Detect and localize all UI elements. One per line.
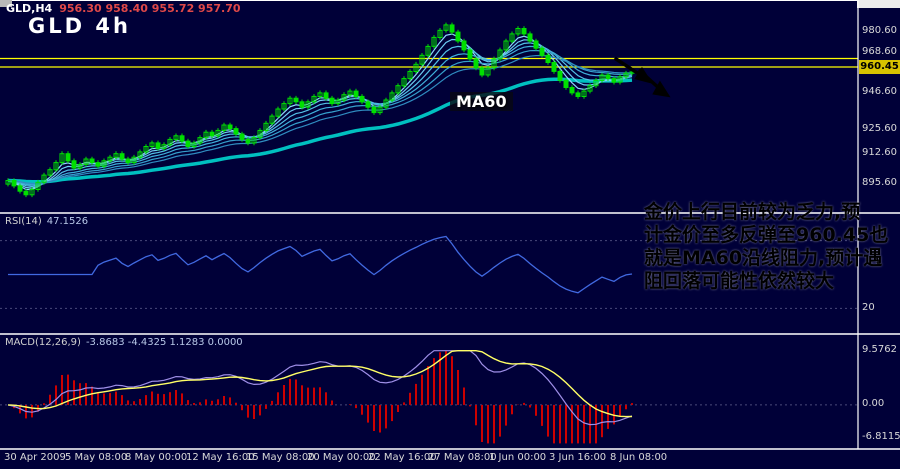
rsi-name: RSI(14) [5, 216, 42, 227]
macd-name: MACD(12,26,9) [5, 337, 81, 348]
time-axis-label: 8 Jun 08:00 [610, 452, 668, 463]
macd-axis-zero-label: 0.00 [862, 398, 885, 409]
annotation-line: 金价上行目前较为乏力,预 [644, 201, 861, 223]
price-axis-label: 912.60 [862, 147, 897, 158]
ohlc-values: 956.30 958.40 955.72 957.70 [59, 2, 241, 15]
analyst-annotation-text: 金价上行目前较为乏力,预 计金价至多反弹至960.45也 就是MA60沿线阻力,预计… [644, 201, 888, 293]
price-axis-label: 968.60 [862, 46, 897, 57]
time-axis-label: 20 May 00:00 [307, 452, 376, 463]
time-axis-label: 30 Apr 2009 [4, 452, 66, 463]
macd-axis-min-label: -6.8115 [862, 431, 900, 442]
time-axis-label: 3 Jun 16:00 [549, 452, 607, 463]
chart-watermark-label: GLD 4h [28, 14, 131, 38]
time-axis-label: 12 May 16:00 [186, 452, 255, 463]
time-axis-label: 8 May 00:00 [125, 452, 188, 463]
annotation-line: 就是MA60沿线阻力,预计遇 [644, 247, 883, 269]
price-axis-label: 980.60 [862, 25, 897, 36]
rsi-indicator-label: RSI(14) 47.1526 [5, 216, 88, 227]
time-axis-label: 15 May 08:00 [246, 452, 315, 463]
symbol-timeframe-label: GLD,H4 [6, 2, 53, 15]
time-axis-label: 27 May 08:00 [428, 452, 497, 463]
time-axis-label: 5 May 08:00 [65, 452, 128, 463]
macd-indicator-label: MACD(12,26,9) -3.8683 -4.4325 1.1283 0.00… [5, 337, 243, 348]
price-axis-label: 946.60 [862, 86, 897, 97]
rsi-value: 47.1526 [46, 216, 89, 227]
price-axis-label: 925.60 [862, 123, 897, 134]
ma60-annotation-label: MA60 [450, 92, 513, 111]
hand-drawn-arrows [614, 57, 671, 98]
annotation-line: 阻回落可能性依然较大 [644, 270, 835, 292]
annotation-line: 计金价至多反弹至960.45也 [644, 224, 889, 246]
macd-axis-max-label: 9.5762 [862, 344, 897, 355]
time-axis-label: 1 Jun 00:00 [489, 452, 547, 463]
rsi-level-label: 20 [862, 302, 875, 313]
price-axis-label: 895.60 [862, 177, 897, 188]
time-axis-label: 22 May 16:00 [368, 452, 437, 463]
chart-title: GLD,H4 956.30 958.40 955.72 957.70 [6, 2, 241, 15]
macd-values: -3.8683 -4.4325 1.1283 0.0000 [85, 337, 243, 348]
current-price-tag: 960.45 [859, 60, 900, 74]
